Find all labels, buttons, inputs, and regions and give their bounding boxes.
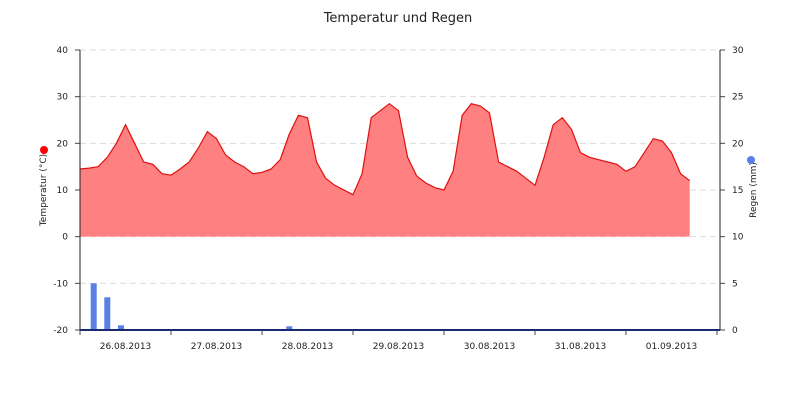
y-right-tick-label: 30 [732,46,744,56]
x-tick-label: 29.08.2013 [373,342,425,352]
x-tick-label: 31.08.2013 [555,342,607,352]
rain-bar [118,325,124,330]
temperature-area-layer [79,102,691,237]
rain-legend-marker [747,156,755,164]
y-right-tick-label: 25 [732,93,743,103]
y-left-tick-label: -10 [53,279,68,289]
y-left-axis-title: Temperatur (°C) [39,154,49,227]
temperature-legend-marker [40,146,48,154]
y-left-tick-label: 0 [62,233,68,243]
x-tick-label: 27.08.2013 [191,342,243,352]
y-left-tick-label: 20 [57,139,69,149]
x-tick-label: 28.08.2013 [282,342,334,352]
chart-title: Temperatur und Regen [323,11,473,26]
rain-bars-layer [90,283,293,330]
y-right-tick-label: 5 [732,279,738,289]
x-tick-label: 26.08.2013 [100,342,152,352]
y-left-tick-label: 10 [57,186,69,196]
y-right-tick-label: 20 [732,139,744,149]
x-tick-label: 01.09.2013 [646,342,698,352]
rain-bar [90,283,97,330]
y-left-tick-label: 30 [57,93,69,103]
y-right-tick-label: 10 [732,233,744,243]
y-left-tick-label: 40 [57,46,69,56]
temperature-area [80,103,690,237]
x-tick-label: 30.08.2013 [464,342,516,352]
tick-labels: 40 30 20 10 0 -10 -20 30 25 20 15 10 5 0 26.08.2013 27.… [53,46,743,352]
y-right-tick-label: 15 [732,186,743,196]
y-left-tick-label: -20 [53,326,68,336]
rain-bar [104,297,111,330]
rain-bar [286,326,293,330]
y-left-title-group: Temperatur (°C) [39,154,49,227]
temperature-line [79,102,691,196]
y-right-axis-title: Regen (mm) [749,162,759,218]
axes [75,49,725,335]
y-right-title-group: Regen (mm) [749,162,759,218]
y-right-tick-label: 0 [732,326,738,336]
